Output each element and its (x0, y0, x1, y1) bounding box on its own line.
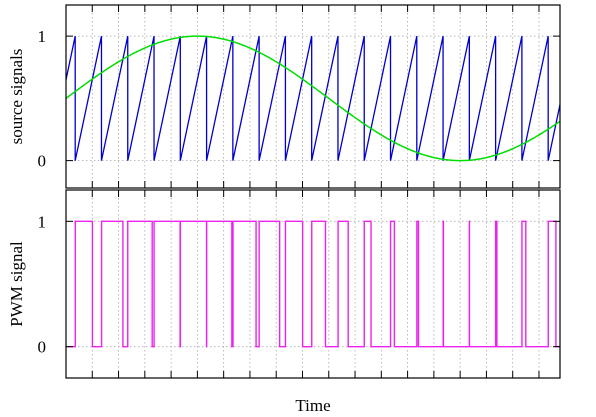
bottom-ytick-label-1: 1 (38, 212, 47, 231)
bottom-ticks (66, 190, 560, 378)
top-panel: 1 0 source signals (7, 4, 561, 189)
pwm-series-line (66, 220, 560, 348)
bottom-panel: 1 0 PWM signal (7, 189, 561, 379)
top-gridlines (66, 5, 560, 188)
sine-series-line (65, 35, 561, 162)
bottom-y-axis-title: PWM signal (7, 241, 26, 327)
top-ytick-label-0: 0 (38, 152, 47, 171)
bottom-gridlines (66, 190, 560, 378)
top-ticks (66, 5, 560, 188)
sawtooth-series-line (65, 35, 561, 161)
top-series-group (65, 35, 561, 162)
bottom-ytick-label-0: 0 (38, 338, 47, 357)
x-axis-title: Time (295, 396, 330, 415)
bottom-series-group (66, 220, 560, 348)
top-y-axis-title: source signals (7, 49, 26, 145)
top-plot-frame (65, 4, 561, 189)
bottom-plot-frame (65, 189, 561, 379)
top-ytick-label-1: 1 (38, 27, 47, 46)
